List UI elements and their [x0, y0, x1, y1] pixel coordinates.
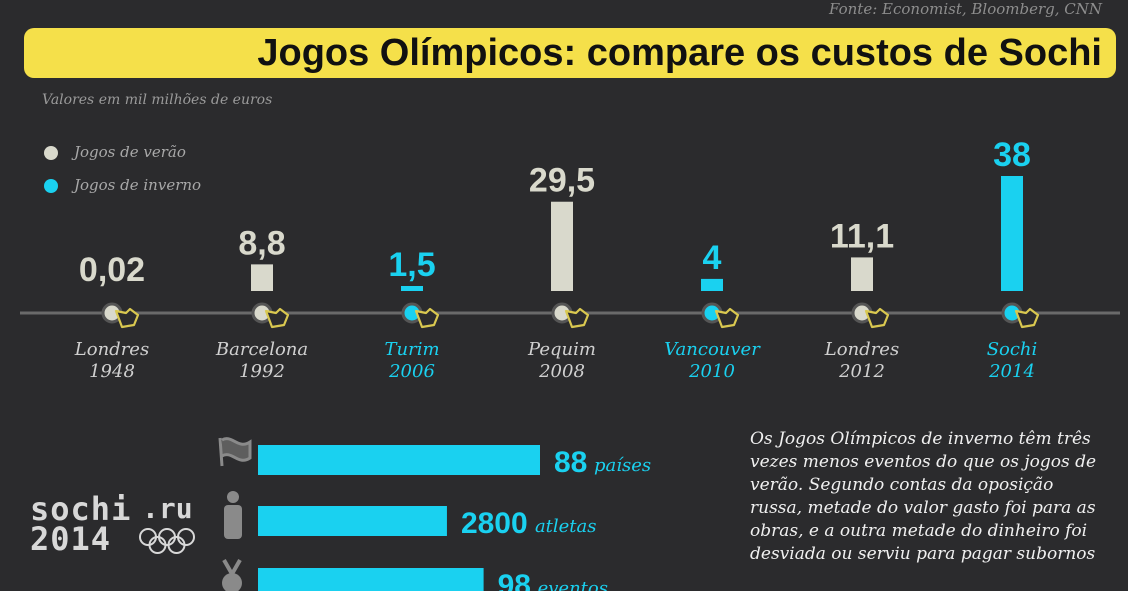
year-label-5: 2012: [838, 361, 885, 382]
stat-unit-1: atletas: [535, 516, 597, 537]
value-label-5: 11,1: [830, 217, 894, 255]
city-label-2: Turim: [384, 339, 439, 360]
legend-winter-label: Jogos de inverno: [74, 176, 202, 194]
chart-subtitle: Valores em mil milhões de euros: [42, 92, 273, 108]
value-label-2: 1,5: [388, 246, 435, 284]
stat-unit-2: eventos: [538, 578, 608, 591]
city-label-0: Londres: [74, 339, 149, 360]
stat-unit-0: países: [594, 455, 651, 476]
cost-chart: 0,02Londres19488,8Barcelona19921,5Turim2…: [20, 136, 1120, 591]
legend-winter-dot: [44, 179, 58, 193]
bar-6: [1001, 176, 1023, 291]
city-label-6: Sochi: [987, 339, 1038, 360]
hand-pointer-icon-2: [414, 307, 440, 329]
city-label-3: Pequim: [527, 339, 596, 360]
medal-icon: [222, 573, 242, 591]
stat-value-1: 2800: [461, 507, 528, 540]
year-label-3: 2008: [538, 361, 585, 382]
stat-bar-0: [258, 445, 540, 475]
athlete-icon-head: [227, 491, 239, 503]
stat-bar-2: [258, 568, 484, 591]
legend-summer-label: Jogos de verão: [74, 143, 186, 161]
bar-3: [551, 201, 573, 291]
athlete-icon: [224, 505, 242, 539]
page-title: Jogos Olímpicos: compare os custos de So…: [257, 32, 1102, 74]
stat-bar-1: [258, 506, 447, 536]
medal-icon-ribbon: [222, 559, 242, 579]
hand-pointer-icon-5: [864, 307, 890, 329]
logo-year-text: 2014: [30, 520, 112, 558]
logo-domain-text: .ru: [142, 492, 193, 525]
stat-value-2: 98: [498, 569, 531, 591]
city-label-4: Vancouver: [664, 339, 761, 360]
hand-pointer-icon-3: [564, 307, 590, 329]
bar-2: [401, 286, 423, 291]
value-label-0: 0,02: [79, 251, 145, 289]
value-label-1: 8,8: [238, 224, 285, 262]
hand-pointer-icon-6: [1014, 307, 1040, 329]
bar-5: [851, 257, 873, 291]
title-banner: Jogos Olímpicos: compare os custos de So…: [24, 28, 1116, 78]
bar-4: [701, 278, 723, 291]
hand-pointer-icon-1: [264, 307, 290, 329]
olympic-rings-icon: [139, 528, 195, 554]
value-label-6: 38: [993, 136, 1031, 174]
hand-pointer-icon-0: [114, 307, 140, 329]
logo-sochi-text: sochi: [30, 490, 132, 528]
year-label-4: 2010: [688, 361, 735, 382]
value-label-3: 29,5: [529, 162, 595, 200]
sochi-logo: sochi .ru 2014: [30, 490, 200, 562]
year-label-6: 2014: [988, 361, 1035, 382]
year-label-2: 2006: [388, 361, 435, 382]
year-label-1: 1992: [239, 361, 285, 382]
source-credit: Fonte: Economist, Bloomberg, CNN: [829, 0, 1102, 18]
hand-pointer-icon-4: [714, 307, 740, 329]
stat-value-0: 88: [554, 446, 587, 479]
description-text: Os Jogos Olímpicos de inverno têm três v…: [750, 429, 1097, 564]
bar-1: [251, 264, 273, 291]
city-label-5: Londres: [824, 339, 899, 360]
legend-summer-dot: [44, 146, 58, 160]
city-label-1: Barcelona: [215, 339, 308, 360]
value-label-4: 4: [703, 239, 722, 277]
year-label-0: 1948: [89, 361, 135, 382]
flag-icon: [218, 437, 252, 467]
